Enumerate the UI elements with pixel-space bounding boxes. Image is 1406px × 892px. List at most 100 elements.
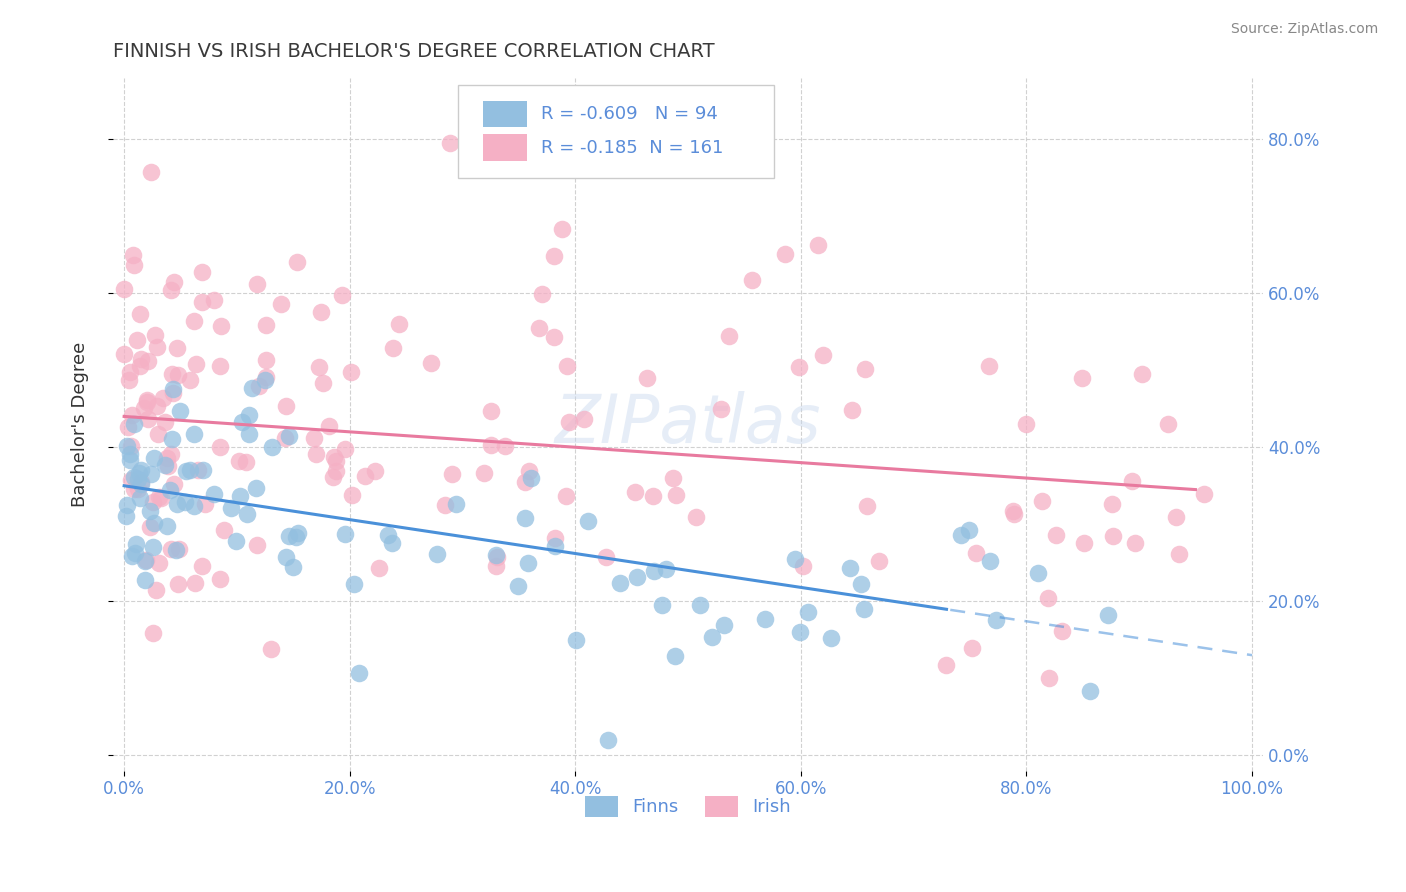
Point bbox=[166, 342, 188, 356]
Point bbox=[1002, 508, 1025, 522]
Point bbox=[1038, 671, 1060, 685]
Point bbox=[960, 640, 983, 655]
Point bbox=[935, 658, 957, 673]
Point bbox=[160, 367, 183, 381]
Point bbox=[718, 329, 741, 343]
Point bbox=[122, 470, 145, 484]
Point bbox=[146, 399, 169, 413]
Point bbox=[1070, 370, 1092, 384]
Point bbox=[531, 287, 554, 301]
Point bbox=[789, 625, 811, 640]
Point bbox=[142, 495, 165, 509]
Point bbox=[125, 333, 148, 347]
Point bbox=[381, 536, 404, 550]
Point bbox=[1101, 497, 1123, 511]
Point bbox=[984, 613, 1007, 627]
Point bbox=[700, 630, 723, 644]
Point bbox=[153, 415, 176, 429]
Point bbox=[129, 476, 152, 491]
Point bbox=[212, 523, 235, 537]
Point bbox=[506, 579, 529, 593]
Point bbox=[426, 547, 449, 561]
Point bbox=[229, 489, 252, 503]
Point bbox=[741, 273, 763, 287]
Point bbox=[377, 528, 399, 542]
Point bbox=[472, 467, 495, 481]
Point bbox=[162, 382, 184, 396]
Point bbox=[1097, 608, 1119, 623]
Point bbox=[169, 403, 191, 417]
FancyBboxPatch shape bbox=[458, 85, 775, 178]
Point bbox=[838, 560, 860, 574]
Point bbox=[122, 482, 145, 496]
Point bbox=[285, 255, 308, 269]
Point bbox=[174, 464, 197, 478]
Point bbox=[219, 500, 242, 515]
Point bbox=[388, 317, 411, 331]
Point bbox=[183, 576, 205, 591]
Point bbox=[1073, 536, 1095, 550]
Point bbox=[1045, 528, 1067, 542]
Point bbox=[797, 605, 820, 619]
Point bbox=[949, 528, 972, 542]
Point bbox=[127, 472, 149, 486]
Point bbox=[965, 546, 987, 560]
Point bbox=[689, 599, 711, 613]
Point bbox=[1038, 591, 1060, 605]
Point bbox=[208, 572, 231, 586]
Point bbox=[146, 426, 169, 441]
Point bbox=[143, 451, 166, 466]
Point bbox=[159, 447, 181, 461]
Point bbox=[626, 569, 648, 583]
Point bbox=[183, 427, 205, 442]
Point bbox=[156, 451, 179, 466]
Point bbox=[609, 575, 631, 590]
Point bbox=[285, 530, 308, 544]
Point bbox=[1194, 486, 1216, 500]
Point bbox=[308, 359, 330, 374]
Point bbox=[325, 453, 347, 467]
Point bbox=[186, 357, 208, 371]
Point bbox=[139, 467, 162, 482]
Point bbox=[191, 558, 214, 573]
Point bbox=[225, 534, 247, 549]
Point bbox=[773, 247, 796, 261]
Point bbox=[318, 418, 340, 433]
Point bbox=[444, 497, 467, 511]
Point bbox=[254, 369, 277, 384]
Point bbox=[856, 499, 879, 513]
Point bbox=[517, 464, 540, 478]
Point bbox=[134, 574, 156, 588]
Point bbox=[957, 523, 980, 537]
Point bbox=[183, 314, 205, 328]
Point bbox=[159, 483, 181, 497]
Point bbox=[247, 378, 270, 392]
Point bbox=[665, 488, 688, 502]
Point bbox=[1121, 474, 1143, 488]
Point bbox=[202, 293, 225, 307]
Point bbox=[811, 348, 834, 362]
Point bbox=[129, 351, 152, 366]
Point bbox=[120, 447, 142, 461]
Point bbox=[655, 562, 678, 576]
Point bbox=[246, 538, 269, 552]
Point bbox=[274, 432, 297, 446]
Point bbox=[520, 471, 543, 485]
Point bbox=[354, 469, 377, 483]
Point bbox=[277, 529, 299, 543]
Point bbox=[565, 632, 588, 647]
Point bbox=[148, 556, 170, 570]
Point bbox=[274, 549, 297, 564]
Point bbox=[1031, 494, 1053, 508]
Point bbox=[235, 508, 257, 522]
Point bbox=[343, 577, 366, 591]
Point bbox=[129, 359, 152, 373]
Point bbox=[169, 542, 191, 557]
Point bbox=[167, 577, 190, 591]
Point bbox=[134, 554, 156, 568]
Point bbox=[807, 237, 830, 252]
Point bbox=[125, 537, 148, 551]
Point bbox=[651, 598, 673, 612]
Point bbox=[208, 440, 231, 454]
Point bbox=[1167, 547, 1189, 561]
